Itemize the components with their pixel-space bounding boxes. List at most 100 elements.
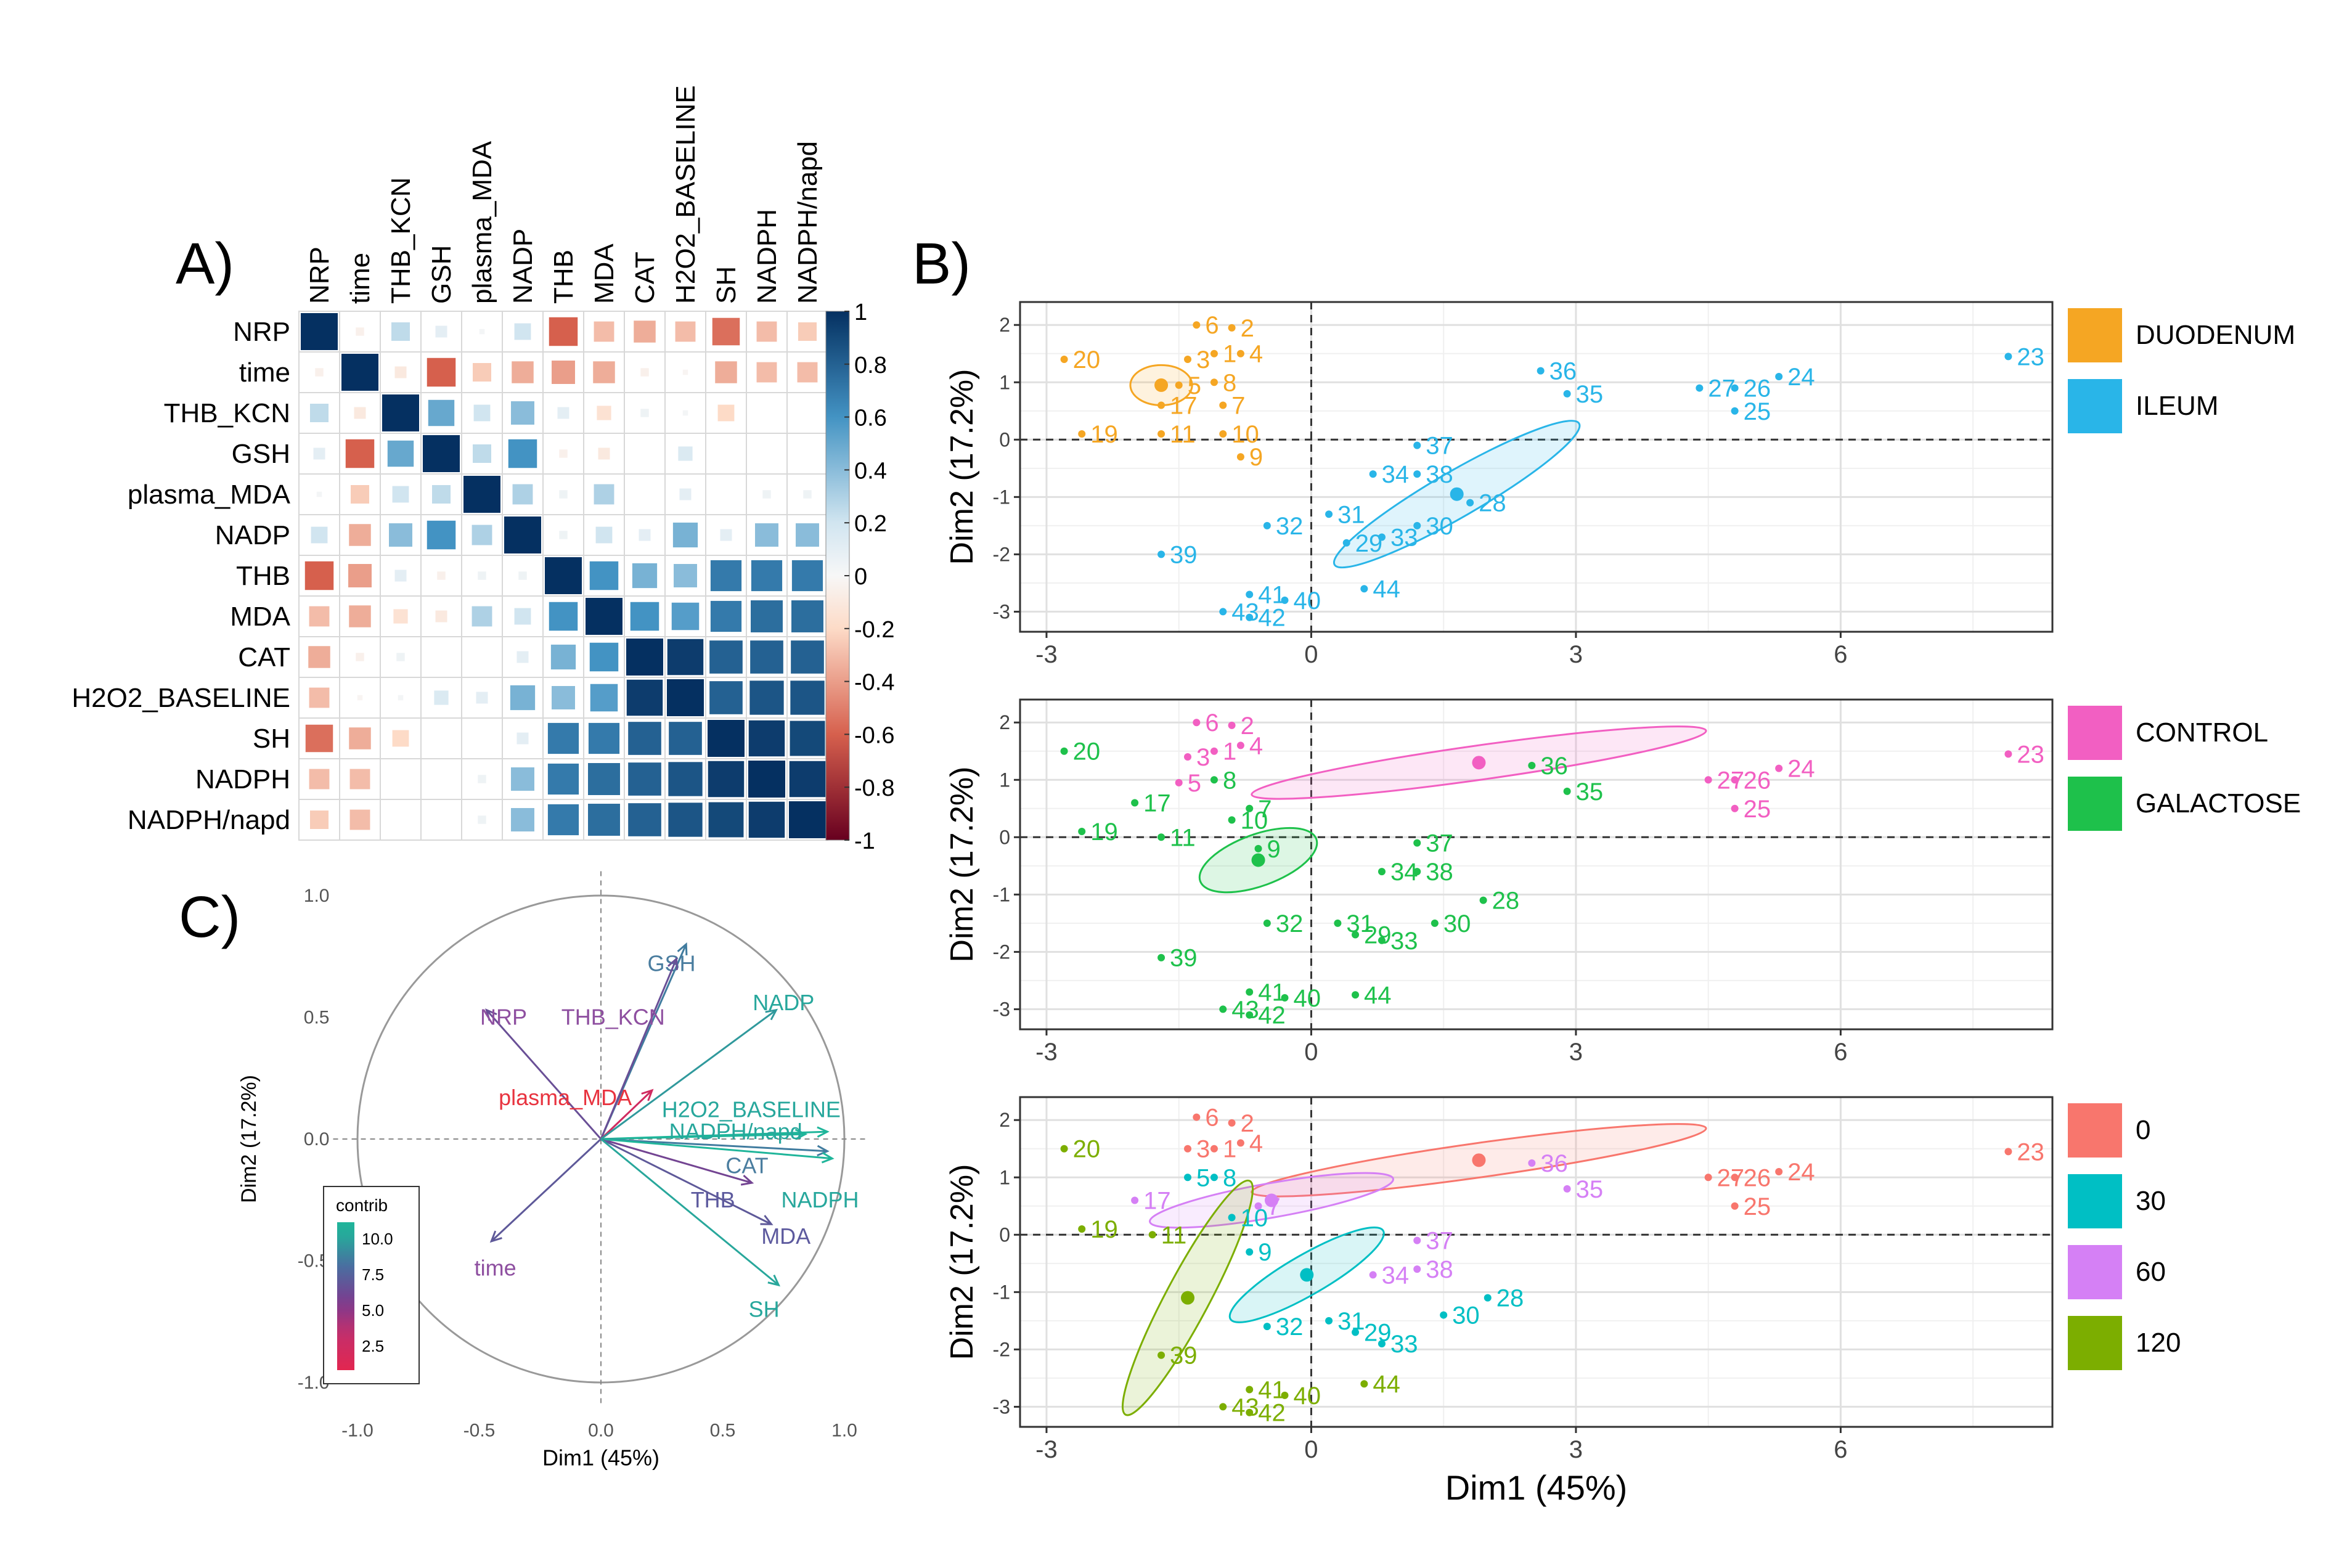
x-tick-label: -3 <box>1035 1039 1058 1066</box>
x-tick-label: 0 <box>1304 1436 1318 1463</box>
data-point <box>1078 430 1086 438</box>
arrow-head <box>794 1129 808 1140</box>
point-label: 43 <box>1231 1394 1259 1421</box>
correlation-square <box>590 684 618 712</box>
correlation-square <box>427 357 456 387</box>
plot-area <box>1020 1097 2052 1427</box>
data-point <box>1334 919 1342 927</box>
point-label: 17 <box>1143 1187 1171 1214</box>
correlation-square <box>669 722 702 755</box>
correlation-square <box>382 394 419 431</box>
point-label: 26 <box>1744 1164 1771 1191</box>
data-point <box>1184 356 1192 364</box>
variable-arrow <box>600 1089 653 1140</box>
point-label: 3 <box>1196 1136 1210 1163</box>
legend-tick-label: 2.5 <box>362 1337 384 1355</box>
data-point <box>1210 1174 1218 1182</box>
row-label: time <box>239 357 290 388</box>
correlation-square <box>428 399 455 427</box>
legend-key <box>2068 1103 2122 1158</box>
variable-arrow <box>600 1138 753 1184</box>
y-tick-label: 0.0 <box>304 1129 330 1149</box>
colorbar-tick-label: 0.8 <box>854 353 887 378</box>
correlation-square <box>756 362 777 383</box>
point-label: 26 <box>1744 375 1771 402</box>
point-label: 2 <box>1241 713 1254 740</box>
point-label: 9 <box>1249 444 1263 471</box>
arrow-head <box>817 1126 830 1138</box>
point-label: 32 <box>1276 910 1304 937</box>
x-tick-label: 0.5 <box>710 1421 736 1441</box>
plot-border <box>1019 1096 2054 1428</box>
data-point <box>1228 816 1236 824</box>
y-tick-label: -3 <box>993 600 1010 623</box>
point-label: 38 <box>1426 859 1453 886</box>
point-label: 20 <box>1073 1136 1101 1163</box>
correlation-square <box>308 646 330 668</box>
correlation-square <box>356 653 364 661</box>
panel-label-c: C) <box>179 884 240 950</box>
data-point <box>1731 384 1739 392</box>
data-point <box>1466 499 1474 507</box>
correlation-square <box>748 720 785 757</box>
data-point <box>1360 585 1368 593</box>
point-label: 32 <box>1276 1313 1304 1341</box>
data-point <box>1352 1328 1360 1336</box>
point-label: 10 <box>1231 421 1259 448</box>
correlation-square <box>393 609 408 624</box>
correlation-square <box>545 557 582 594</box>
legend-tick-label: 10.0 <box>362 1230 393 1248</box>
data-point <box>1131 799 1139 807</box>
data-point <box>1731 776 1739 784</box>
point-label: 9 <box>1267 836 1281 863</box>
point-label: 24 <box>1787 756 1815 783</box>
correlation-square <box>748 801 785 838</box>
correlation-square <box>354 407 366 419</box>
correlation-square <box>588 722 620 754</box>
correlation-square <box>750 640 783 674</box>
correlation-square <box>392 730 409 747</box>
x-tick-label: 1.0 <box>831 1421 857 1441</box>
group-centroid <box>1300 1268 1314 1282</box>
y-axis-title: Dim2 (17.2%) <box>944 1164 980 1360</box>
variable-arrow <box>600 958 677 1140</box>
variable-arrow <box>600 1138 772 1225</box>
correlation-square <box>755 523 778 547</box>
data-point <box>1528 1159 1536 1167</box>
correlation-square <box>559 490 568 499</box>
correlation-square <box>626 679 663 716</box>
x-tick-label: 3 <box>1569 1039 1583 1066</box>
data-point <box>1210 776 1218 784</box>
point-label: 41 <box>1258 1377 1286 1404</box>
data-point <box>1219 1005 1227 1013</box>
y-tick-label: 2 <box>999 711 1010 733</box>
row-label: NRP <box>233 317 290 347</box>
column-label: MDA <box>589 243 619 304</box>
point-label: 31 <box>1337 501 1365 528</box>
x-axis-title: Dim1 (45%) <box>1445 1468 1628 1507</box>
point-label: 2 <box>1241 315 1254 342</box>
correlation-square <box>423 435 460 472</box>
correlation-square <box>435 610 447 623</box>
data-point <box>1775 764 1783 772</box>
column-label: plasma_MDA <box>467 141 497 304</box>
correlation-square <box>796 523 819 547</box>
correlation-square <box>626 639 663 676</box>
data-point <box>1236 741 1244 749</box>
row-label: SH <box>253 724 290 754</box>
correlation-square <box>389 523 412 547</box>
correlation-square <box>514 323 531 340</box>
data-point <box>1228 324 1236 332</box>
point-label: 4 <box>1249 1130 1263 1157</box>
legend-label: GALACTOSE <box>2136 788 2301 819</box>
correlation-square <box>639 529 651 541</box>
data-point <box>1704 1174 1712 1182</box>
data-point <box>1157 953 1166 962</box>
legend-key <box>2068 1245 2122 1299</box>
point-label: 7 <box>1258 796 1272 823</box>
data-point <box>1369 1271 1377 1279</box>
row-label: plasma_MDA <box>128 480 291 510</box>
point-label: 41 <box>1258 582 1286 609</box>
data-point <box>1281 1391 1289 1399</box>
